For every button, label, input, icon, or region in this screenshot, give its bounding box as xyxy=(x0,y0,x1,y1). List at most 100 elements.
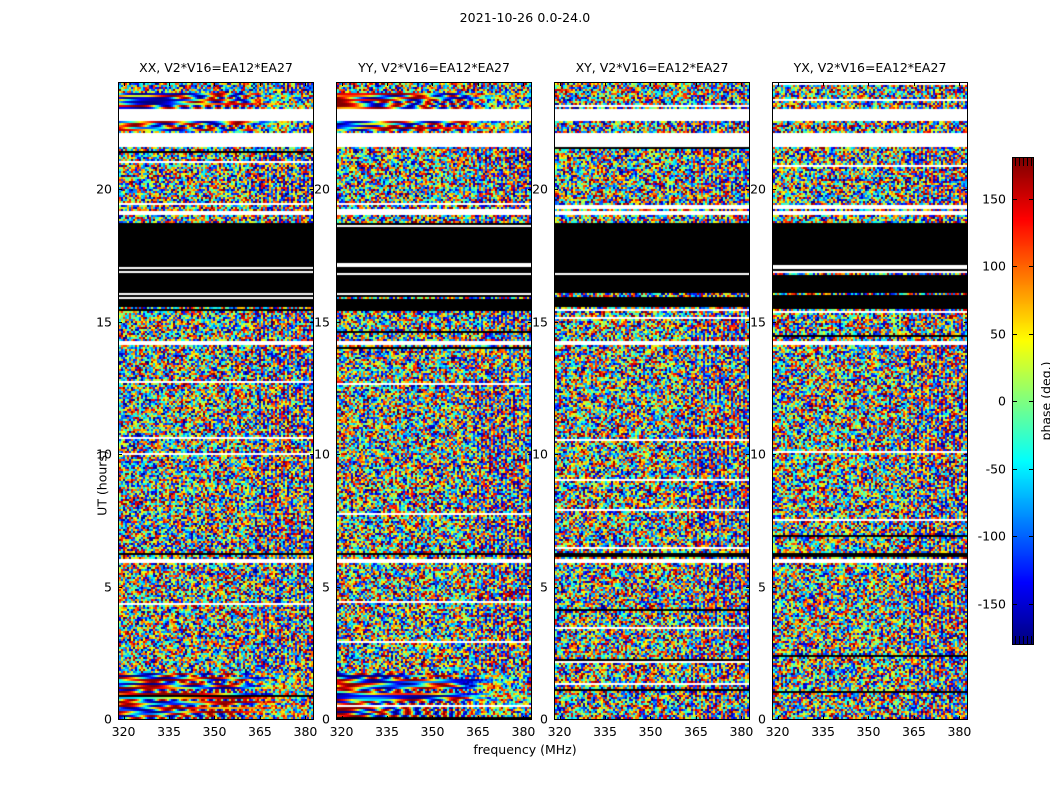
y-tick xyxy=(772,321,776,323)
y-tick-label: 20 xyxy=(96,181,112,197)
x-tick-label: 350 xyxy=(202,724,227,739)
colorbar-tick-label: 0 xyxy=(998,393,1006,409)
y-tick-right xyxy=(964,189,968,190)
x-tick-label: 365 xyxy=(902,724,926,739)
y-tick-label: 20 xyxy=(532,181,548,197)
colorbar-tick-right xyxy=(1029,266,1034,267)
y-tick xyxy=(554,321,558,323)
y-tick-label: 0 xyxy=(104,711,112,727)
x-tick-label: 350 xyxy=(856,724,881,739)
figure-suptitle: 2021-10-26 0.0-24.0 xyxy=(459,10,591,25)
y-tick-label: 0 xyxy=(540,711,548,727)
y-tick-right xyxy=(964,454,968,455)
x-tick-top xyxy=(913,82,915,86)
colorbar-tick xyxy=(1012,536,1017,537)
y-tick-label: 5 xyxy=(758,579,766,594)
y-tick xyxy=(554,586,558,588)
y-tick-right xyxy=(310,586,314,588)
x-tick-top xyxy=(695,82,697,86)
panel-plot-area-yy[interactable] xyxy=(336,82,532,720)
y-tick xyxy=(336,321,340,323)
colorbar-tick-right xyxy=(1029,333,1034,335)
x-tick-label: 335 xyxy=(811,724,835,739)
panel-title-yy: YY, V2*V16=EA12*EA27 xyxy=(358,60,510,75)
x-tick-top xyxy=(823,82,825,86)
colorbar-tick-label: 150 xyxy=(982,191,1006,206)
y-tick-label: 15 xyxy=(532,314,548,329)
colorbar-tick-label: -100 xyxy=(977,528,1006,544)
x-axis-label: frequency (MHz) xyxy=(473,742,577,757)
colorbar-tick xyxy=(1012,603,1017,605)
x-tick xyxy=(123,716,125,720)
x-tick-top xyxy=(214,82,216,86)
x-tick-top xyxy=(605,82,607,86)
y-tick xyxy=(772,189,776,190)
x-tick xyxy=(650,716,652,720)
x-tick-top xyxy=(305,82,307,86)
y-tick-right xyxy=(746,719,750,720)
colorbar-tick-right xyxy=(1029,468,1034,470)
x-tick-top xyxy=(523,82,525,86)
x-tick-top xyxy=(868,82,870,86)
y-tick-label: 5 xyxy=(540,579,548,594)
y-tick-label: 5 xyxy=(104,579,112,594)
y-tick xyxy=(554,719,558,720)
panel-plot-area-xx[interactable] xyxy=(118,82,314,720)
colorbar-tick xyxy=(1012,266,1017,267)
panel-plot-area-yx[interactable] xyxy=(772,82,968,720)
colorbar-under-mark xyxy=(1023,636,1024,644)
y-tick xyxy=(554,454,558,455)
colorbar-tick-right xyxy=(1029,198,1034,200)
panel-title-yx: YX, V2*V16=EA12*EA27 xyxy=(793,60,947,75)
y-tick-label: 15 xyxy=(314,314,330,329)
x-tick-label: 380 xyxy=(947,724,972,739)
x-tick xyxy=(777,716,779,720)
y-tick-right xyxy=(746,586,750,588)
x-tick xyxy=(959,716,961,720)
x-tick xyxy=(913,716,915,720)
y-tick xyxy=(336,719,340,720)
colorbar[interactable]: 150 100 50 0 -50 -100 -150 xyxy=(978,157,1034,645)
y-tick-right xyxy=(746,189,750,190)
y-tick-right xyxy=(964,321,968,323)
x-tick-label: 350 xyxy=(420,724,445,739)
colorbar-tick-label: 50 xyxy=(990,326,1006,341)
colorbar-under-mark xyxy=(1031,636,1032,644)
y-tick-right xyxy=(528,189,532,190)
y-tick xyxy=(118,321,122,323)
x-tick-label: 320 xyxy=(329,724,354,739)
x-tick xyxy=(868,716,870,720)
y-tick-right xyxy=(310,454,314,455)
panel-xx[interactable]: XX, V2*V16=EA12*EA27 UT (hours) 320 335 35… xyxy=(95,60,318,739)
x-tick-label: 365 xyxy=(248,724,272,739)
x-tick-label: 350 xyxy=(638,724,663,739)
x-tick xyxy=(605,716,607,720)
x-tick xyxy=(477,716,479,720)
y-tick-label: 10 xyxy=(750,446,766,462)
panel-plot-area-xy[interactable] xyxy=(554,82,750,720)
y-tick xyxy=(772,719,776,720)
colorbar-tick-right xyxy=(1029,401,1034,402)
x-tick-top xyxy=(477,82,479,86)
y-tick xyxy=(118,454,122,455)
x-tick-label: 380 xyxy=(293,724,318,739)
colorbar-label: phase (deg.) xyxy=(1038,361,1050,441)
y-tick-label: 15 xyxy=(96,314,112,329)
colorbar-tick xyxy=(1012,401,1017,402)
x-tick-label: 320 xyxy=(547,724,572,739)
panel-xy[interactable]: XY, V2*V16=EA12*EA27 320 335 350 365 380 20 15… xyxy=(532,60,753,739)
x-tick xyxy=(432,716,434,720)
x-tick xyxy=(741,716,743,720)
y-tick-right xyxy=(528,719,532,720)
x-tick-top xyxy=(432,82,434,86)
y-tick xyxy=(118,719,122,720)
y-tick-right xyxy=(964,586,968,588)
panel-yy[interactable]: YY, V2*V16=EA12*EA27 320 335 350 365 380 20 15… xyxy=(314,60,535,739)
x-tick-top xyxy=(559,82,561,86)
x-tick-label: 320 xyxy=(111,724,136,739)
panel-yx[interactable]: YX, V2*V16=EA12*EA27 320 335 350 365 380 20 15… xyxy=(750,60,971,739)
y-tick-label: 20 xyxy=(750,181,766,197)
y-tick xyxy=(336,189,340,190)
y-tick xyxy=(118,189,122,190)
